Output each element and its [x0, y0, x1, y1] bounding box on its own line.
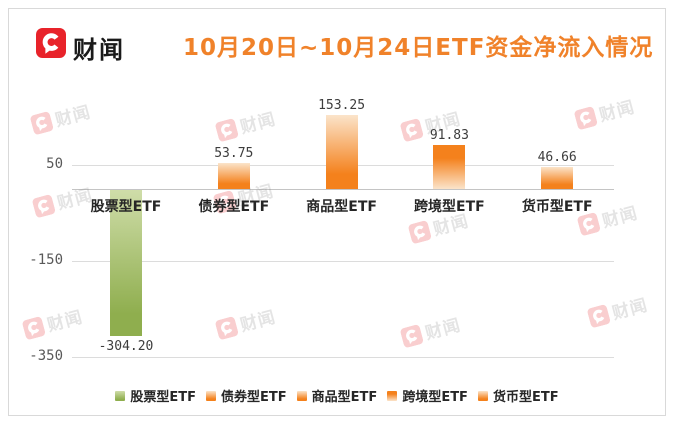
brand-name: 财闻: [73, 36, 125, 64]
watermark-text: 财闻: [45, 307, 86, 337]
watermark: 财闻: [586, 291, 650, 331]
bar-股票型ETF: [110, 190, 142, 337]
bar-value-label: 91.83: [429, 127, 469, 143]
watermark: 财闻: [214, 105, 278, 145]
legend-item: 跨境型ETF: [387, 386, 468, 405]
legend-swatch-icon: [206, 390, 217, 401]
chart-legend: 股票型ETF 债券型ETF 商品型ETF 跨境型ETF 货币型ETF: [0, 386, 674, 405]
legend-item: 债券型ETF: [206, 386, 287, 405]
legend-swatch-icon: [387, 390, 398, 401]
watermark: 财闻: [573, 93, 637, 133]
watermark-logo-icon: [407, 219, 431, 243]
watermark-text: 财闻: [610, 295, 651, 325]
category-label: 商品型ETF: [306, 199, 377, 215]
watermark: 财闻: [29, 98, 93, 138]
watermark-text: 财闻: [53, 102, 94, 132]
legend-label: 商品型ETF: [311, 390, 378, 405]
watermark: 财闻: [399, 311, 463, 351]
watermark-logo-icon: [29, 110, 53, 134]
watermark-text: 财闻: [597, 97, 638, 127]
legend-label: 跨境型ETF: [402, 390, 468, 405]
category-label: 债券型ETF: [198, 199, 270, 215]
watermark-logo-icon: [586, 303, 610, 327]
bar-债券型ETF: [217, 163, 250, 189]
watermark: 财闻: [21, 303, 85, 343]
x-axis-zero-line: [72, 189, 614, 190]
legend-label: 货币型ETF: [492, 390, 559, 405]
legend-label: 股票型ETF: [130, 390, 197, 405]
watermark-text: 财闻: [238, 307, 279, 337]
legend-swatch-icon: [477, 390, 488, 401]
watermark-text: 财闻: [423, 315, 464, 345]
category-label: 股票型ETF: [90, 199, 162, 215]
watermark-logo-icon: [573, 105, 597, 129]
category-label: 跨境型ETF: [414, 199, 485, 215]
watermark-logo-icon: [399, 323, 423, 347]
bar-value-label: 53.75: [214, 146, 254, 162]
gridline-y-150: [72, 261, 614, 262]
y-axis-tick-label: -350: [29, 348, 63, 364]
legend-item: 货币型ETF: [477, 386, 559, 405]
watermark-logo-icon: [214, 315, 238, 339]
category-label: 货币型ETF: [521, 199, 593, 215]
watermark-text: 财闻: [238, 109, 279, 139]
watermark: 财闻: [214, 303, 278, 343]
bar-value-label: 46.66: [537, 149, 577, 165]
watermark-logo-icon: [214, 117, 238, 141]
bar-货币型ETF: [541, 166, 574, 189]
bar-跨境型ETF: [433, 144, 466, 189]
bar-value-label: -304.20: [98, 339, 154, 355]
y-axis-tick-label: 50: [46, 156, 63, 172]
legend-swatch-icon: [296, 390, 307, 401]
bar-value-label: 153.25: [318, 98, 366, 114]
watermark-logo-icon: [31, 193, 55, 217]
legend-item: 股票型ETF: [115, 386, 196, 405]
chart-title: 10月20日~10月24日ETF资金净流入情况: [183, 35, 654, 61]
watermark-logo-icon: [21, 315, 45, 339]
gridline-y-350: [72, 357, 614, 358]
legend-item: 商品型ETF: [296, 386, 378, 405]
legend-label: 债券型ETF: [221, 390, 287, 405]
y-axis-tick-label: -150: [29, 252, 63, 268]
bar-商品型ETF: [325, 115, 358, 189]
brand-logo-icon: [36, 28, 66, 58]
legend-swatch-icon: [115, 390, 126, 401]
